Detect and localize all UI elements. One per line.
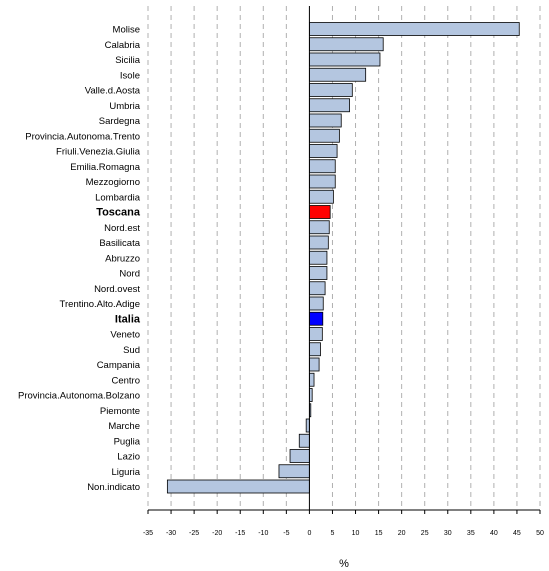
x-tick-label: -20 — [212, 530, 222, 537]
category-label: Emilia.Romagna — [70, 162, 140, 173]
bar — [309, 296, 324, 311]
x-tick-label: 0 — [307, 530, 311, 537]
x-tick-label: -15 — [235, 530, 245, 537]
category-label: Toscana — [96, 207, 141, 219]
category-label: Provincia.Autonoma.Bolzano — [18, 391, 140, 402]
category-label: Provincia.Autonoma.Trento — [25, 131, 140, 142]
bar — [309, 52, 381, 67]
bar — [309, 159, 336, 174]
bar — [309, 144, 338, 158]
x-tick-label: 5 — [331, 530, 335, 537]
bar — [309, 266, 328, 280]
x-axis-label: % — [339, 558, 349, 570]
category-label: Lombardia — [95, 192, 141, 203]
category-label: Marche — [108, 421, 140, 432]
x-tick-label: 45 — [513, 530, 521, 537]
category-label: Trentino.Alto.Adige — [60, 299, 140, 310]
category-label: Friuli.Venezia.Giulia — [56, 147, 141, 158]
bar — [309, 235, 329, 250]
bar — [309, 128, 340, 143]
bar — [278, 464, 310, 479]
bar — [309, 311, 324, 326]
bar — [309, 281, 326, 296]
category-label: Isole — [120, 70, 140, 81]
category-label: Lazio — [117, 452, 140, 463]
bar — [309, 250, 328, 265]
bar — [166, 479, 310, 494]
category-label: Centro — [111, 375, 140, 386]
x-tick-label: 15 — [375, 530, 383, 537]
bar — [309, 372, 315, 387]
x-tick-label: 40 — [490, 530, 498, 537]
bar — [309, 327, 323, 341]
x-tick-label: -5 — [283, 530, 289, 537]
category-label: Italia — [115, 313, 141, 325]
x-tick-labels: -35 -30 -25 -20 -15 -10 -5 0 5 10 15 20 25 30 35 40 45 50 — [143, 510, 544, 537]
x-tick-label: 35 — [467, 530, 475, 537]
category-label: Molise — [113, 25, 140, 36]
category-label: Valle.d.Aosta — [85, 86, 141, 97]
x-tick-label: 50 — [536, 530, 544, 537]
category-label: Abruzzo — [105, 253, 140, 264]
bar — [309, 67, 367, 82]
category-label: Nord.est — [104, 223, 140, 234]
category-label: Puglia — [114, 436, 141, 447]
x-tick-label: -25 — [189, 530, 199, 537]
category-label: Sicilia — [115, 55, 141, 66]
x-tick-label: 25 — [421, 530, 429, 537]
bars — [166, 22, 520, 494]
category-label: Veneto — [110, 330, 140, 341]
category-label: Non.indicato — [87, 482, 140, 493]
bar — [309, 174, 336, 189]
bar — [309, 98, 350, 113]
category-label: Nord.ovest — [94, 284, 140, 295]
bar — [309, 220, 330, 235]
category-label: Liguria — [111, 467, 140, 478]
category-label: Umbria — [109, 101, 140, 112]
category-label: Basilicata — [99, 238, 140, 249]
x-tick-label: 30 — [444, 530, 452, 537]
x-tick-label: -30 — [166, 530, 176, 537]
category-label: Sud — [123, 345, 140, 356]
category-label: Campania — [97, 360, 141, 371]
bar — [289, 449, 310, 463]
grid-lines — [147, 6, 541, 510]
category-labels: Molise Calabria Sicilia Isole Valle.d.Aosta U… — [18, 25, 141, 494]
bar — [298, 433, 310, 448]
x-tick-label: -35 — [143, 530, 153, 537]
x-tick-label: 10 — [352, 530, 360, 537]
x-tick-label: 20 — [398, 530, 406, 537]
x-tick-label: -10 — [258, 530, 268, 537]
bar — [309, 22, 520, 36]
category-label: Mezzogiorno — [86, 177, 140, 188]
bar — [309, 83, 353, 97]
category-label: Sardegna — [99, 116, 141, 127]
category-label: Calabria — [105, 40, 141, 51]
bar — [309, 189, 334, 204]
bar — [309, 342, 321, 357]
bar — [309, 113, 342, 128]
bar — [309, 205, 331, 219]
bar — [309, 357, 320, 372]
category-label: Nord — [119, 269, 140, 280]
bar — [309, 37, 384, 52]
category-label: Piemonte — [100, 406, 140, 417]
